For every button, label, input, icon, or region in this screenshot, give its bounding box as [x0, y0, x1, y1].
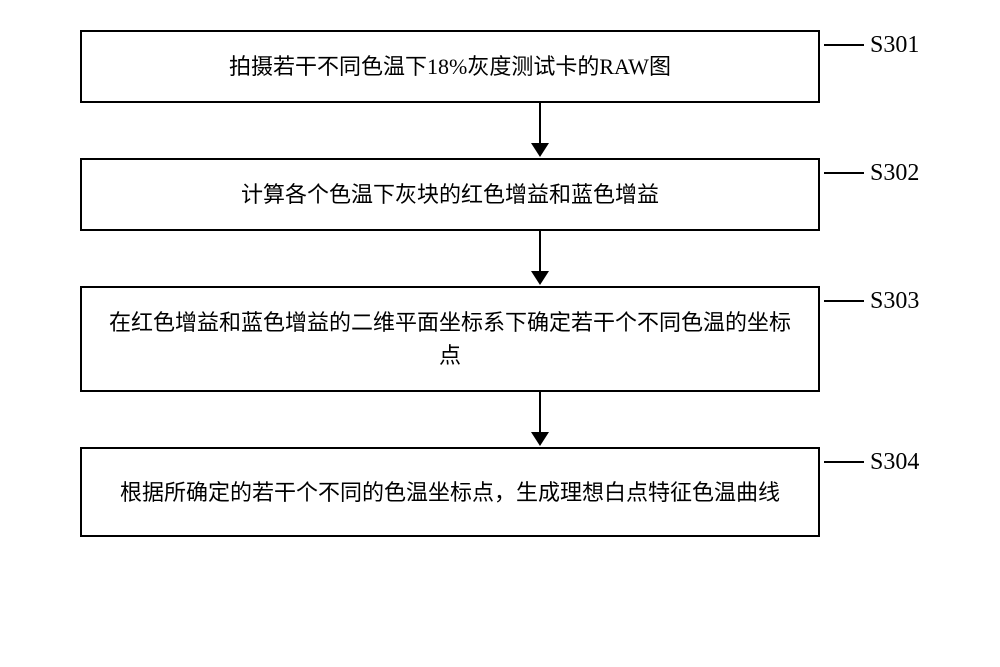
- step-text-4: 根据所确定的若干个不同的色温坐标点，生成理想白点特征色温曲线: [120, 476, 780, 509]
- step-row-1: 拍摄若干不同色温下18%灰度测试卡的RAW图 S301: [0, 30, 1000, 103]
- step-box-4: 根据所确定的若干个不同的色温坐标点，生成理想白点特征色温曲线: [80, 447, 820, 537]
- label-connector-3: [824, 300, 864, 302]
- label-connector-2: [824, 172, 864, 174]
- arrow-3: [170, 392, 910, 447]
- arrow-line-3: [539, 392, 541, 434]
- arrow-line-2: [539, 231, 541, 273]
- flowchart-container: 拍摄若干不同色温下18%灰度测试卡的RAW图 S301 计算各个色温下灰块的红色…: [0, 30, 1000, 537]
- step-label-2: S302: [870, 160, 919, 187]
- step-label-4: S304: [870, 449, 919, 476]
- step-box-2: 计算各个色温下灰块的红色增益和蓝色增益: [80, 158, 820, 231]
- step-text-2: 计算各个色温下灰块的红色增益和蓝色增益: [241, 178, 659, 211]
- step-row-3: 在红色增益和蓝色增益的二维平面坐标系下确定若干个不同色温的坐标点 S303: [0, 286, 1000, 392]
- label-connector-1: [824, 44, 864, 46]
- arrow-line-1: [539, 103, 541, 145]
- label-connector-4: [824, 461, 864, 463]
- step-box-3: 在红色增益和蓝色增益的二维平面坐标系下确定若干个不同色温的坐标点: [80, 286, 820, 392]
- step-label-1: S301: [870, 32, 919, 59]
- arrow-head-3: [531, 432, 549, 446]
- arrow-2: [170, 231, 910, 286]
- step-text-3: 在红色增益和蓝色增益的二维平面坐标系下确定若干个不同色温的坐标点: [102, 306, 798, 372]
- step-box-1: 拍摄若干不同色温下18%灰度测试卡的RAW图: [80, 30, 820, 103]
- step-row-4: 根据所确定的若干个不同的色温坐标点，生成理想白点特征色温曲线 S304: [0, 447, 1000, 537]
- step-row-2: 计算各个色温下灰块的红色增益和蓝色增益 S302: [0, 158, 1000, 231]
- arrow-1: [170, 103, 910, 158]
- arrow-head-2: [531, 271, 549, 285]
- arrow-head-1: [531, 143, 549, 157]
- step-label-3: S303: [870, 288, 919, 315]
- step-text-1: 拍摄若干不同色温下18%灰度测试卡的RAW图: [229, 50, 671, 83]
